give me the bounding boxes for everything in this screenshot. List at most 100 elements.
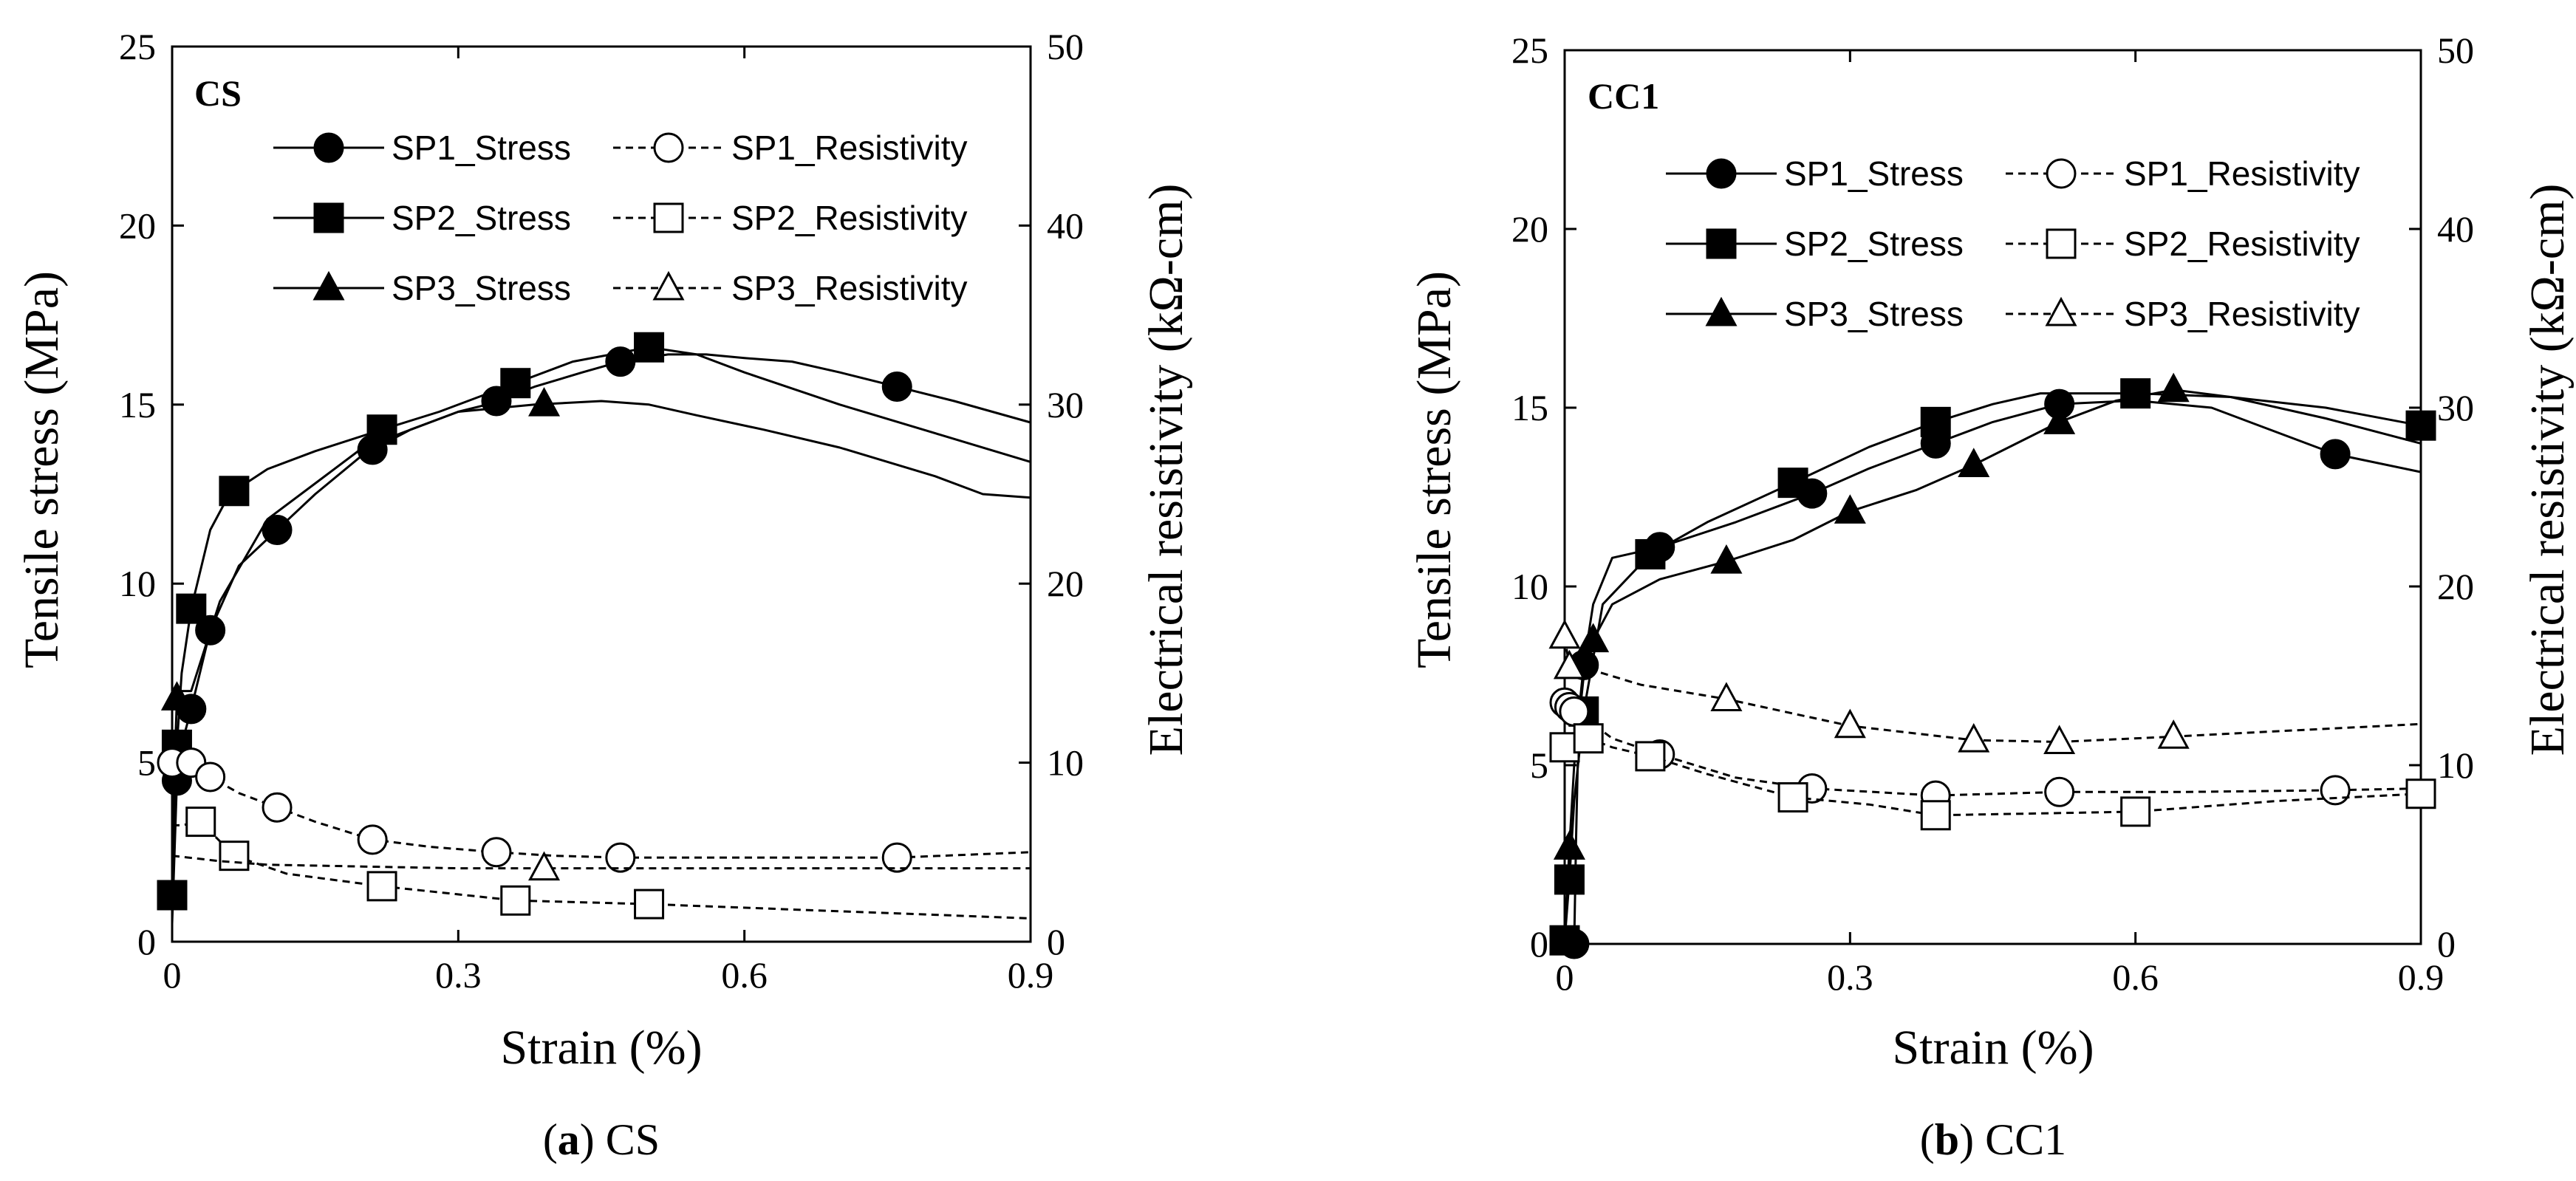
legend-label-sp2-resistivity: SP2_Resistivity	[731, 199, 968, 237]
y2-tick-label: 0	[1047, 921, 1065, 962]
data-point-sp2-stress	[1777, 468, 1808, 499]
y-tick-label: 0	[1530, 923, 1548, 965]
y-tick-label: 25	[119, 26, 156, 67]
y2-tick-label: 10	[1047, 742, 1084, 784]
plot-frame	[171, 45, 1032, 943]
chart-panel-cc1: 0 0.3 0.6 0.9051015202501020304050SP1_Stres…	[1407, 30, 2575, 1164]
y2-tick-label: 20	[1047, 563, 1084, 604]
y-tick-label: 10	[1511, 566, 1548, 607]
legend-label-sp2-resistivity: SP2_Resistivity	[2124, 225, 2360, 263]
series-line-sp3-resistivity	[1563, 636, 2422, 743]
data-point-sp1-resistivity	[1559, 696, 1590, 727]
x-axis-title-cc1: Strain (%)	[1892, 1021, 2094, 1075]
data-point-sp1-resistivity	[357, 824, 388, 855]
legend-marker-sp1-resistivity	[653, 132, 684, 163]
chart-panel-cs: 0 0.3 0.6 0.9051015202501020304050SP1_Stres…	[15, 26, 1193, 1164]
data-point-sp2-resistivity	[2405, 778, 2436, 809]
y2-tick-label: 20	[2437, 566, 2474, 607]
data-point-sp3-resistivity	[1553, 649, 1585, 679]
data-point-sp2-stress	[157, 880, 188, 911]
data-point-sp1-resistivity	[2044, 776, 2075, 807]
y2-tick-label: 50	[2437, 30, 2474, 71]
y2-tick-label: 0	[2437, 923, 2456, 965]
data-point-sp2-resistivity	[185, 807, 216, 838]
data-point-sp3-resistivity	[1548, 619, 1581, 649]
y-tick-label: 10	[119, 563, 156, 604]
caption-cs: (a) CS	[543, 1115, 660, 1164]
data-point-sp2-resistivity	[1635, 741, 1666, 772]
legend-label-sp1-resistivity: SP1_Resistivity	[2124, 154, 2360, 193]
data-point-sp3-stress	[1958, 448, 1990, 477]
data-point-sp3-resistivity	[1834, 708, 1866, 739]
y2-tick-label: 30	[1047, 384, 1084, 425]
x-tick-label: 0.3	[1827, 956, 1873, 998]
data-point-sp2-stress	[1635, 538, 1666, 569]
legend-label-sp3-stress: SP3_Stress	[1784, 295, 1964, 333]
data-point-sp2-stress	[2405, 410, 2436, 441]
series-line-sp3-stress	[1563, 388, 2422, 945]
legend-marker-sp1-resistivity	[2046, 158, 2077, 189]
x-tick-label: 0.9	[1008, 954, 1054, 996]
data-point-sp2-stress	[1920, 406, 1951, 437]
y2-axis-title-cs: Electrical resistivity (kΩ-cm)	[1139, 184, 1193, 756]
y2-tick-label: 30	[2437, 387, 2474, 428]
y-tick-label: 25	[1511, 30, 1548, 71]
data-point-sp1-stress	[262, 514, 293, 545]
data-point-sp3-stress	[528, 386, 561, 417]
series-line-sp1-resistivity	[1563, 702, 2422, 797]
data-point-sp2-stress	[2120, 378, 2151, 409]
series-line-sp2-stress	[171, 346, 1031, 896]
data-point-sp3-stress	[1577, 623, 1610, 653]
legend-label-sp3-resistivity: SP3_Resistivity	[731, 269, 968, 307]
y2-tick-label: 10	[2437, 744, 2474, 786]
legend-marker-sp1-stress	[1706, 158, 1737, 189]
data-point-sp2-stress	[219, 476, 250, 507]
data-point-sp2-stress	[634, 332, 665, 363]
legend-marker-sp2-resistivity	[653, 202, 684, 233]
legend-label-sp2-stress: SP2_Stress	[1784, 225, 1964, 263]
data-point-sp3-resistivity	[2157, 719, 2190, 749]
legend-marker-sp3-stress	[1705, 296, 1738, 326]
data-point-sp2-stress	[176, 593, 207, 624]
data-point-sp3-stress	[1710, 544, 1743, 574]
x-tick-label: 0.6	[2112, 956, 2159, 998]
data-point-sp3-stress	[2043, 405, 2076, 434]
data-point-sp1-resistivity	[481, 837, 512, 868]
legend-marker-sp3-resistivity	[652, 270, 685, 301]
y-tick-label: 0	[137, 921, 156, 962]
plot-area-cs: 0 0.3 0.6 0.9051015202501020304050SP1_Stres…	[119, 26, 1084, 996]
y2-tick-label: 50	[1047, 26, 1084, 67]
data-point-sp3-stress	[160, 681, 193, 711]
x-axis-title-cs: Strain (%)	[500, 1021, 702, 1075]
data-point-sp2-resistivity	[1777, 782, 1808, 813]
data-point-sp2-stress	[500, 368, 531, 399]
x-tick-label: 0	[163, 954, 182, 996]
x-tick-label: 0	[1556, 956, 1574, 998]
data-point-sp3-stress	[2157, 372, 2190, 403]
legend-marker-sp1-stress	[313, 132, 344, 163]
y-axis-title-cs: Tensile stress (MPa)	[15, 271, 69, 668]
caption-text-cs: CS	[606, 1115, 660, 1164]
y-tick-label: 15	[1511, 387, 1548, 428]
legend-marker-sp3-resistivity	[2045, 296, 2077, 326]
data-point-sp2-resistivity	[366, 871, 397, 902]
panel-label-cc1: CC1	[1588, 75, 1659, 117]
caption-letter-cc1: b	[1935, 1115, 1959, 1164]
panel-label-cs: CS	[194, 72, 242, 114]
data-point-sp1-resistivity	[2320, 775, 2351, 806]
data-point-sp1-stress	[881, 372, 912, 403]
y-tick-label: 15	[119, 384, 156, 425]
data-point-sp2-stress	[366, 414, 397, 445]
data-point-sp2-resistivity	[1920, 800, 1951, 831]
x-tick-label: 0.6	[721, 954, 768, 996]
series-line-sp3-resistivity	[171, 855, 1031, 870]
data-point-sp2-resistivity	[1573, 723, 1604, 754]
legend-label-sp1-stress: SP1_Stress	[1784, 154, 1964, 193]
y-axis-title-cc1: Tensile stress (MPa)	[1407, 271, 1461, 668]
data-point-sp3-stress	[1553, 830, 1585, 860]
data-point-sp1-resistivity	[881, 842, 912, 873]
legend-label-sp3-stress: SP3_Stress	[392, 269, 571, 307]
plot-area-cc1: 0 0.3 0.6 0.9051015202501020304050SP1_Stres…	[1511, 30, 2474, 998]
y-tick-label: 5	[1530, 744, 1548, 786]
